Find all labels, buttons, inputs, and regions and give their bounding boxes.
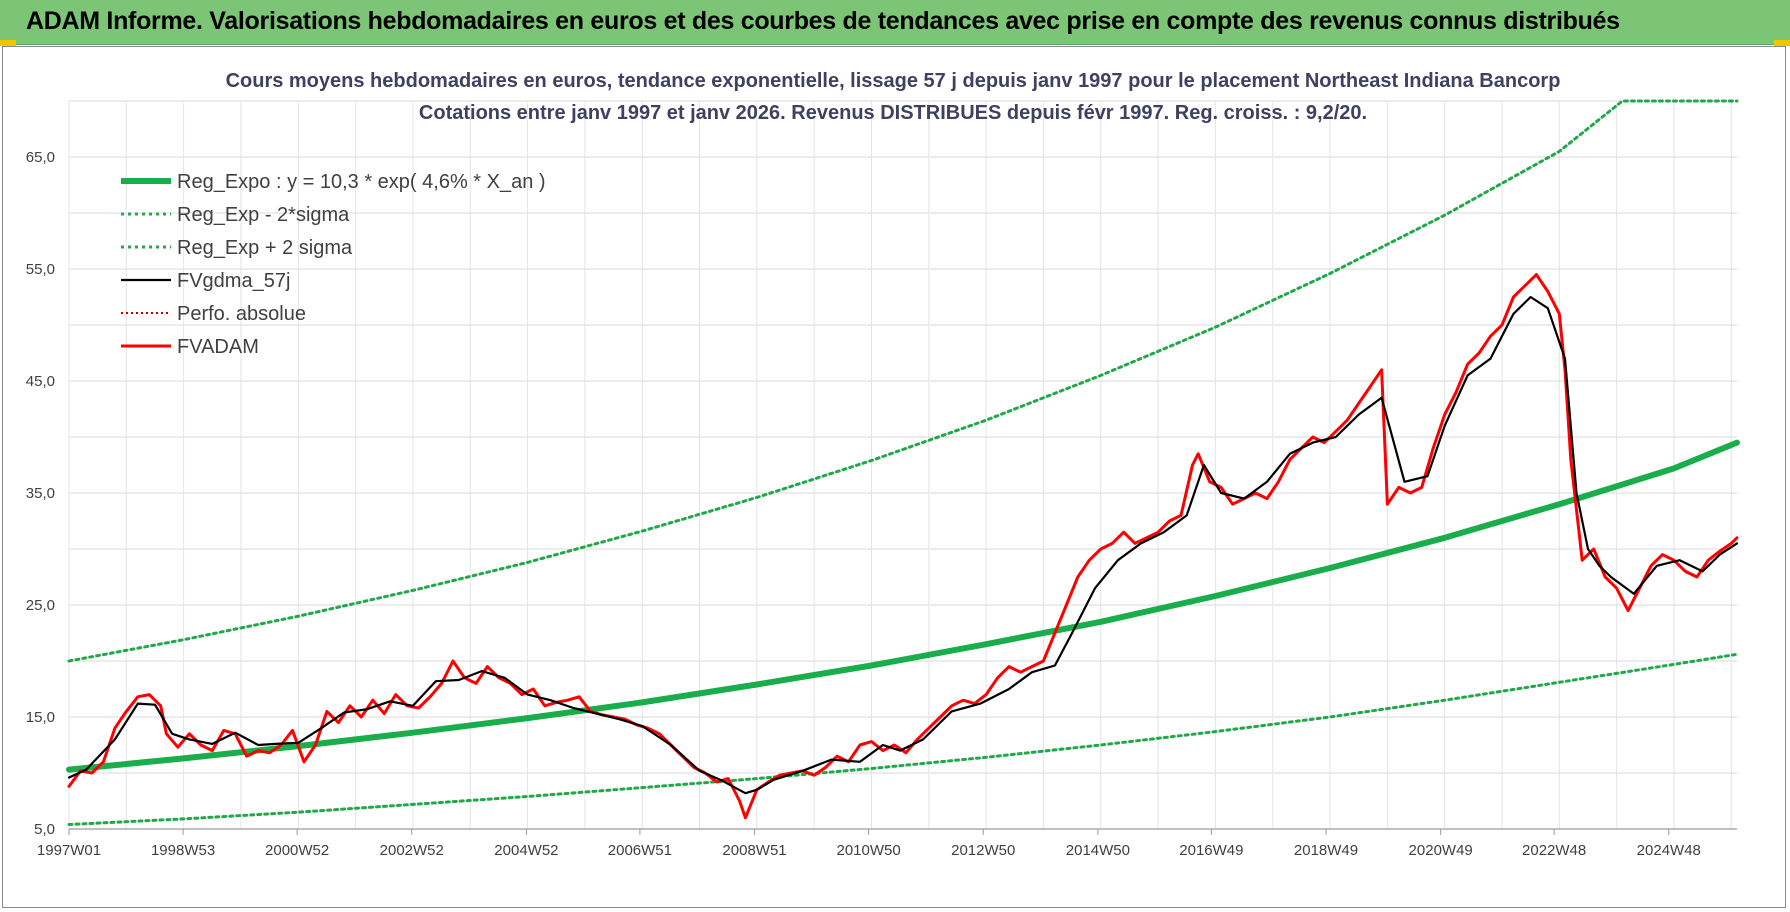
x-tick-label: 2012W50 [951,842,1015,859]
x-tick-label: 2020W49 [1409,842,1473,859]
x-tick-label: 2000W52 [265,842,329,859]
x-tick-label: 2016W49 [1179,842,1243,859]
grid [68,100,1737,830]
x-tick-label: 2014W50 [1066,842,1130,859]
series-line-3 [67,295,1739,795]
x-tick-label: 2022W48 [1522,842,1586,859]
legend-label: Reg_Expo : y = 10,3 * exp( 4,6% * X_an ) [177,171,546,193]
y-tick-label: 5,0 [34,821,55,838]
x-tick-label: 1998W53 [151,842,215,859]
y-tick-label: 25,0 [26,597,55,614]
legend-label: Perfo. absolue [177,303,306,325]
y-axis: 5,0 15,0 25,0 35,0 45,0 55,0 65,0 [26,149,55,838]
legend-label: FVADAM [177,336,259,358]
series-line-5 [67,273,1739,820]
legend-label: FVgdma_57j [177,270,290,292]
legend: Reg_Expo : y = 10,3 * exp( 4,6% * X_an )… [121,171,546,358]
y-tick-label: 35,0 [26,485,55,502]
x-tick-label: 2002W52 [380,842,444,859]
x-tick-label: 2006W51 [608,842,672,859]
x-tick-label: 1997W01 [37,842,101,859]
y-tick-label: 55,0 [26,261,55,278]
x-tick-label: 2024W48 [1637,842,1701,859]
x-tick-label: 2010W50 [836,842,900,859]
series-lines [66,99,1740,826]
corner-marker-left [0,40,16,46]
chart-title: Cours moyens hebdomadaires en euros, ten… [226,70,1561,92]
legend-label: Reg_Exp - 2*sigma [177,204,350,226]
header-title: ADAM Informe. Valorisations hebdomadaire… [26,7,1620,35]
y-tick-label: 45,0 [26,373,55,390]
x-tick-label: 2018W49 [1294,842,1358,859]
line-chart: Cours moyens hebdomadaires en euros, ten… [26,70,1740,859]
header-banner: ADAM Informe. Valorisations hebdomadaire… [0,0,1790,45]
legend-label: Reg_Exp + 2 sigma [177,237,353,259]
x-axis: 1997W01 1998W53 2000W52 2002W52 2004W52 2006W… [37,828,1737,859]
x-tick-label: 2008W51 [722,842,786,859]
chart-area: Cours moyens hebdomadaires en euros, ten… [2,46,1786,908]
series-line-0 [66,439,1740,773]
chart-subtitle: Cotations entre janv 1997 et janv 2026. … [419,102,1367,124]
y-tick-label: 15,0 [26,709,55,726]
x-tick-label: 2004W52 [494,842,558,859]
corner-marker-right [1774,40,1790,46]
y-tick-label: 65,0 [26,149,55,166]
series-line-2 [67,99,1739,663]
series-line-1 [67,652,1739,826]
